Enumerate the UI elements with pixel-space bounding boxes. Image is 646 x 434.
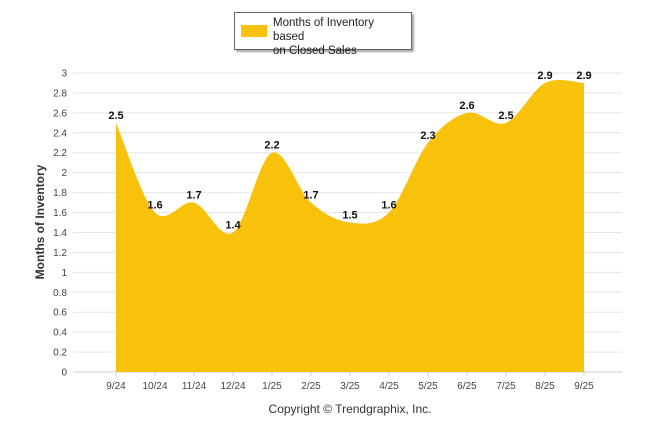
y-tick-label: 2.6 [53, 108, 67, 119]
x-tick-label: 12/24 [220, 381, 245, 392]
x-tick-label: 5/25 [418, 381, 438, 392]
x-tick-label: 11/24 [182, 381, 207, 392]
data-label: 2.2 [264, 140, 279, 152]
copyright-text: Copyright © Trendgraphix, Inc. [268, 402, 432, 416]
legend-line-1: Months of Inventory based [273, 17, 374, 43]
x-tick-label: 9/25 [574, 381, 594, 392]
data-label: 2.5 [108, 110, 123, 122]
y-axis-label: Months of Inventory [33, 164, 47, 280]
x-tick-label: 8/25 [535, 381, 555, 392]
data-label: 1.4 [225, 219, 241, 231]
x-tick-label: 6/25 [457, 381, 477, 392]
data-label: 2.5 [498, 110, 513, 122]
y-tick-label: 0.4 [53, 328, 67, 339]
y-tick-label: 0.6 [53, 308, 67, 319]
x-tick-label: 1/25 [262, 381, 282, 392]
data-label: 2.9 [537, 70, 552, 82]
legend-text: Months of Inventory based on Closed Sale… [273, 16, 407, 58]
area-series [116, 80, 584, 372]
x-tick-label: 3/25 [340, 381, 360, 392]
x-tick-label: 2/25 [301, 381, 321, 392]
data-label: 2.9 [576, 70, 591, 82]
data-label: 1.7 [186, 190, 201, 202]
x-tick-label: 9/24 [106, 381, 126, 392]
y-tick-label: 1.4 [53, 228, 67, 239]
y-tick-label: 1.2 [53, 248, 67, 259]
data-label: 2.3 [420, 130, 435, 142]
y-tick-label: 1.8 [53, 188, 67, 199]
y-tick-label: 0.2 [53, 348, 67, 359]
legend-swatch [241, 25, 267, 37]
y-tick-label: 1.6 [53, 208, 67, 219]
y-tick-label: 1 [61, 268, 67, 279]
y-tick-label: 2 [61, 168, 67, 179]
data-label: 2.6 [459, 100, 474, 112]
data-label: 1.5 [342, 210, 357, 222]
data-label: 1.6 [147, 200, 162, 212]
y-axis-ticks: 0 0.2 0.4 0.6 0.8 1 1.2 1.4 1.6 1.8 2 2.2 2.4 2.6 2.8 3 [53, 69, 67, 379]
area-fill [116, 80, 584, 372]
data-label: 1.7 [303, 190, 318, 202]
y-tick-label: 2.8 [53, 88, 67, 99]
y-tick-label: 2.2 [53, 148, 67, 159]
y-tick-label: 3 [61, 69, 67, 80]
y-tick-label: 0 [61, 368, 67, 379]
x-axis-ticks: 9/24 10/24 11/24 12/24 1/25 2/25 3/25 4/25 5/25 6… [106, 372, 594, 392]
data-label: 1.6 [381, 200, 396, 212]
x-tick-label: 7/25 [496, 381, 516, 392]
legend: Months of Inventory based on Closed Sale… [234, 12, 412, 57]
data-labels: 2.5 1.6 1.7 1.4 2.2 1.7 1.5 1.6 2.3 2.6 2.5 2.9 2.9 [108, 70, 591, 231]
x-tick-label: 10/24 [142, 381, 167, 392]
y-tick-label: 2.4 [53, 128, 67, 139]
x-tick-label: 4/25 [379, 381, 399, 392]
y-tick-label: 0.8 [53, 288, 67, 299]
legend-line-2: on Closed Sales [273, 45, 357, 57]
